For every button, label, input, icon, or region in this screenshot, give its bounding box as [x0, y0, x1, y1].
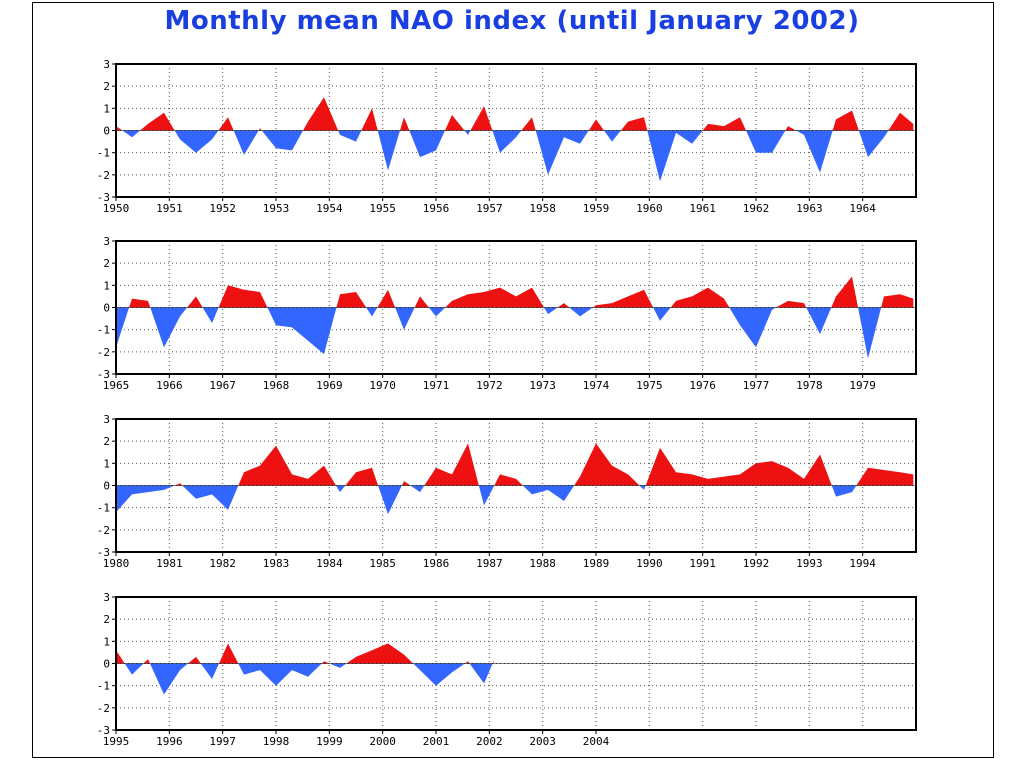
y-tick-label: -3 [97, 191, 110, 204]
x-tick-label: 1975 [636, 379, 663, 392]
y-tick-label: 0 [103, 658, 110, 671]
x-tick-label: 1979 [849, 379, 876, 392]
y-tick-label: -2 [97, 524, 110, 537]
negative-area [116, 663, 494, 695]
positive-area [116, 97, 914, 131]
x-tick-label: 1972 [476, 379, 503, 392]
x-tick-label: 1978 [796, 379, 823, 392]
x-tick-label: 1993 [796, 557, 823, 570]
x-tick-label: 1995 [103, 735, 130, 748]
y-tick-label: 1 [103, 635, 110, 648]
x-tick-label: 1966 [156, 379, 183, 392]
x-tick-label: 1988 [529, 557, 556, 570]
x-tick-label: 1969 [316, 379, 343, 392]
x-tick-label: 1997 [209, 735, 236, 748]
x-tick-label: 1955 [369, 202, 396, 215]
y-tick-label: -1 [97, 147, 110, 160]
y-tick-label: 1 [103, 102, 110, 115]
y-tick-label: 3 [103, 58, 110, 71]
x-tick-label: 1977 [743, 379, 770, 392]
x-tick-label: 1982 [209, 557, 236, 570]
x-tick-label: 2000 [369, 735, 396, 748]
x-tick-label: 1989 [583, 557, 610, 570]
x-tick-label: 1971 [423, 379, 450, 392]
y-tick-label: 2 [103, 257, 110, 270]
x-tick-label: 1952 [209, 202, 236, 215]
y-tick-label: -1 [97, 324, 110, 337]
x-tick-label: 2001 [423, 735, 450, 748]
y-tick-label: 3 [103, 413, 110, 426]
x-tick-label: 1987 [476, 557, 503, 570]
y-tick-label: 3 [103, 235, 110, 248]
y-tick-label: 0 [103, 125, 110, 138]
x-tick-label: 1956 [423, 202, 450, 215]
x-tick-label: 1970 [369, 379, 396, 392]
y-tick-label: -3 [97, 368, 110, 381]
x-tick-label: 1974 [583, 379, 610, 392]
x-tick-label: 1968 [263, 379, 290, 392]
x-tick-label: 1980 [103, 557, 130, 570]
x-tick-label: 1990 [636, 557, 663, 570]
x-tick-label: 2003 [529, 735, 556, 748]
x-tick-label: 1961 [689, 202, 716, 215]
x-tick-label: 1958 [529, 202, 556, 215]
x-tick-label: 1991 [689, 557, 716, 570]
x-tick-label: 1954 [316, 202, 343, 215]
y-tick-label: -3 [97, 724, 110, 737]
x-tick-label: 1996 [156, 735, 183, 748]
x-tick-label: 1973 [529, 379, 556, 392]
x-tick-label: 1994 [849, 557, 876, 570]
x-tick-label: 1960 [636, 202, 663, 215]
x-tick-label: 1950 [103, 202, 130, 215]
negative-area [116, 307, 914, 359]
y-tick-label: -2 [97, 702, 110, 715]
x-tick-label: 1983 [263, 557, 290, 570]
x-tick-label: 2004 [583, 735, 610, 748]
x-tick-label: 1963 [796, 202, 823, 215]
y-tick-label: 2 [103, 80, 110, 93]
y-tick-label: -3 [97, 546, 110, 559]
x-tick-label: 1984 [316, 557, 343, 570]
y-tick-label: 1 [103, 457, 110, 470]
x-tick-label: 1951 [156, 202, 183, 215]
y-tick-label: 2 [103, 435, 110, 448]
x-tick-label: 2002 [476, 735, 503, 748]
x-tick-label: 1992 [743, 557, 770, 570]
x-tick-label: 1962 [743, 202, 770, 215]
x-tick-label: 1986 [423, 557, 450, 570]
x-tick-label: 1964 [849, 202, 876, 215]
y-tick-label: 2 [103, 613, 110, 626]
chart-title: Monthly mean NAO index (until January 20… [164, 6, 860, 36]
x-tick-label: 1965 [103, 379, 130, 392]
y-tick-label: 0 [103, 480, 110, 493]
negative-area [116, 485, 914, 515]
y-tick-label: -1 [97, 502, 110, 515]
positive-area [116, 276, 914, 308]
x-tick-label: 1999 [316, 735, 343, 748]
positive-area [116, 443, 914, 486]
y-tick-label: -2 [97, 346, 110, 359]
x-tick-label: 1953 [263, 202, 290, 215]
x-tick-label: 1985 [369, 557, 396, 570]
x-tick-label: 1959 [583, 202, 610, 215]
y-tick-label: 0 [103, 302, 110, 315]
negative-area [116, 130, 914, 182]
x-tick-label: 1998 [263, 735, 290, 748]
y-tick-label: -1 [97, 680, 110, 693]
y-tick-label: -2 [97, 169, 110, 182]
positive-area [116, 643, 494, 664]
x-tick-label: 1967 [209, 379, 236, 392]
y-tick-label: 1 [103, 279, 110, 292]
x-tick-label: 1957 [476, 202, 503, 215]
x-tick-label: 1976 [689, 379, 716, 392]
y-tick-label: 3 [103, 591, 110, 604]
x-tick-label: 1981 [156, 557, 183, 570]
